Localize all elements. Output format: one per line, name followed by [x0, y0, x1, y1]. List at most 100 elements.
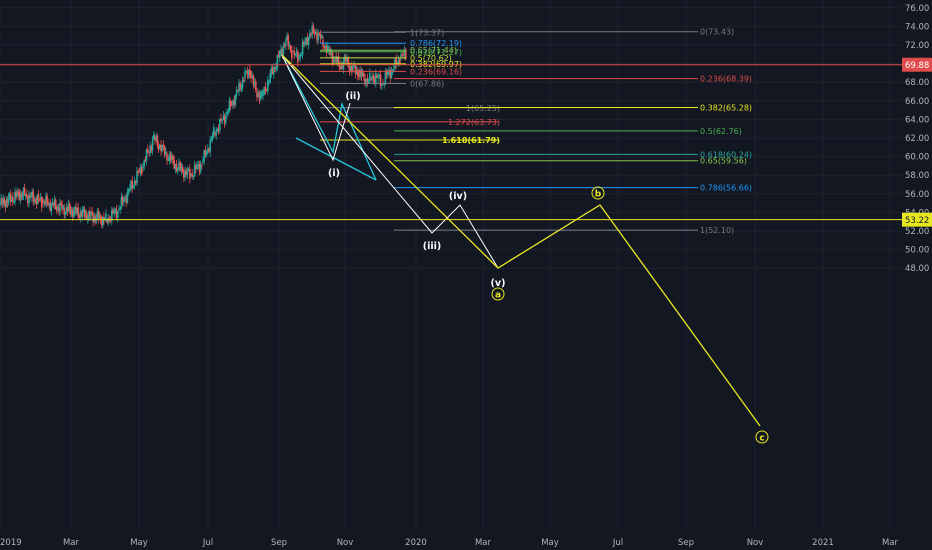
- candle-body: [60, 202, 62, 205]
- candle-body: [70, 210, 73, 215]
- candle-body: [299, 55, 301, 58]
- candle-body: [358, 71, 360, 77]
- candle-body: [222, 115, 225, 120]
- wedge-lower-line: [295, 137, 377, 181]
- candle-body: [154, 138, 156, 141]
- fib-level-label: 0.236(68.39): [700, 75, 752, 84]
- candle-body: [280, 49, 282, 55]
- candle-body: [33, 199, 36, 202]
- candle-body: [97, 211, 100, 219]
- candle-body: [78, 214, 81, 219]
- candle-body: [103, 217, 105, 221]
- x-tick-label: Jul: [202, 538, 213, 548]
- wave-label-circle: [491, 287, 505, 301]
- candle-body: [229, 100, 232, 106]
- candle-body: [77, 207, 79, 215]
- candle-body: [80, 211, 83, 217]
- wave-label: (iv): [449, 191, 467, 202]
- candle-body: [139, 166, 142, 173]
- candle-body: [141, 166, 143, 175]
- candle-body: [390, 70, 393, 79]
- candle-body: [238, 83, 240, 92]
- candle-body: [79, 211, 82, 219]
- candle-body: [318, 33, 321, 35]
- candle-body: [167, 160, 169, 162]
- candle-body: [403, 49, 406, 56]
- candle-body: [360, 70, 363, 77]
- candle-body: [169, 154, 172, 161]
- candle-body: [191, 173, 193, 177]
- candle-body: [117, 211, 119, 218]
- candle-body: [324, 46, 327, 48]
- candle-body: [99, 215, 102, 220]
- candle-body: [69, 209, 72, 215]
- candle-body: [125, 197, 127, 203]
- candle-body: [82, 209, 85, 211]
- candle-body: [345, 56, 347, 62]
- candle-body: [24, 193, 27, 196]
- candle-body: [225, 116, 227, 124]
- candle-body: [391, 70, 394, 72]
- candle-body: [237, 90, 239, 92]
- candle-body: [351, 65, 353, 72]
- candle-body: [124, 197, 126, 201]
- candle-body: [376, 75, 378, 78]
- candle-body: [85, 212, 88, 220]
- y-tick-label: 64.00: [905, 115, 929, 125]
- candle-body: [210, 138, 213, 141]
- candle-body: [221, 119, 223, 121]
- candle-body: [121, 197, 124, 203]
- candle-body: [396, 62, 399, 65]
- candle-body: [16, 191, 18, 197]
- candle-body: [3, 198, 6, 204]
- y-tick-label: 66.00: [905, 97, 929, 107]
- x-axis-panel: [0, 532, 902, 550]
- candle-body: [179, 162, 181, 171]
- candle-body: [281, 49, 283, 55]
- candle-body: [219, 118, 221, 131]
- candle-body: [346, 58, 348, 61]
- candle-body: [349, 65, 352, 72]
- candle-body: [4, 203, 7, 208]
- candle-body: [220, 118, 222, 121]
- candle-body: [57, 206, 59, 210]
- candle-body: [275, 66, 277, 70]
- candle-body: [119, 207, 121, 210]
- candle-body: [115, 209, 118, 218]
- candle-body: [151, 139, 154, 151]
- x-tick-label: Mar: [882, 538, 899, 548]
- candle-body: [255, 81, 257, 91]
- candle-body: [148, 152, 150, 154]
- candle-body: [21, 195, 24, 198]
- fibonacci-levels: 1(73.37) 0.786(72.19)0.65(71.44)0.618(71.…: [320, 28, 752, 235]
- candle-body: [195, 165, 197, 169]
- candle-body: [294, 54, 297, 56]
- candle-body: [42, 201, 44, 203]
- candle-body: [131, 180, 133, 189]
- candle-body: [388, 70, 390, 74]
- candle-body: [40, 197, 43, 208]
- candle-body: [163, 146, 166, 155]
- candle-body: [10, 196, 13, 202]
- candle-body: [46, 195, 48, 203]
- minor-wave-path: [281, 54, 351, 162]
- candle-body: [385, 72, 388, 75]
- candle-body: [377, 76, 379, 78]
- candle-body: [211, 135, 214, 139]
- candle-body: [359, 70, 361, 77]
- candle-body: [202, 161, 204, 164]
- candle-body: [207, 148, 209, 151]
- candle-body: [203, 150, 205, 162]
- price-badges: 69.88 53.22: [902, 57, 932, 227]
- candle-body: [292, 50, 294, 52]
- candle-body: [336, 56, 339, 63]
- candle-body: [400, 54, 402, 58]
- candle-body: [199, 164, 202, 172]
- candle-body: [185, 170, 187, 175]
- candle-body: [264, 86, 267, 90]
- fib-level-label: 1.272(63.73): [448, 118, 500, 127]
- fib-level-label: 0.65(59.56): [700, 157, 747, 166]
- candle-body: [25, 193, 28, 197]
- candle-body: [215, 131, 217, 136]
